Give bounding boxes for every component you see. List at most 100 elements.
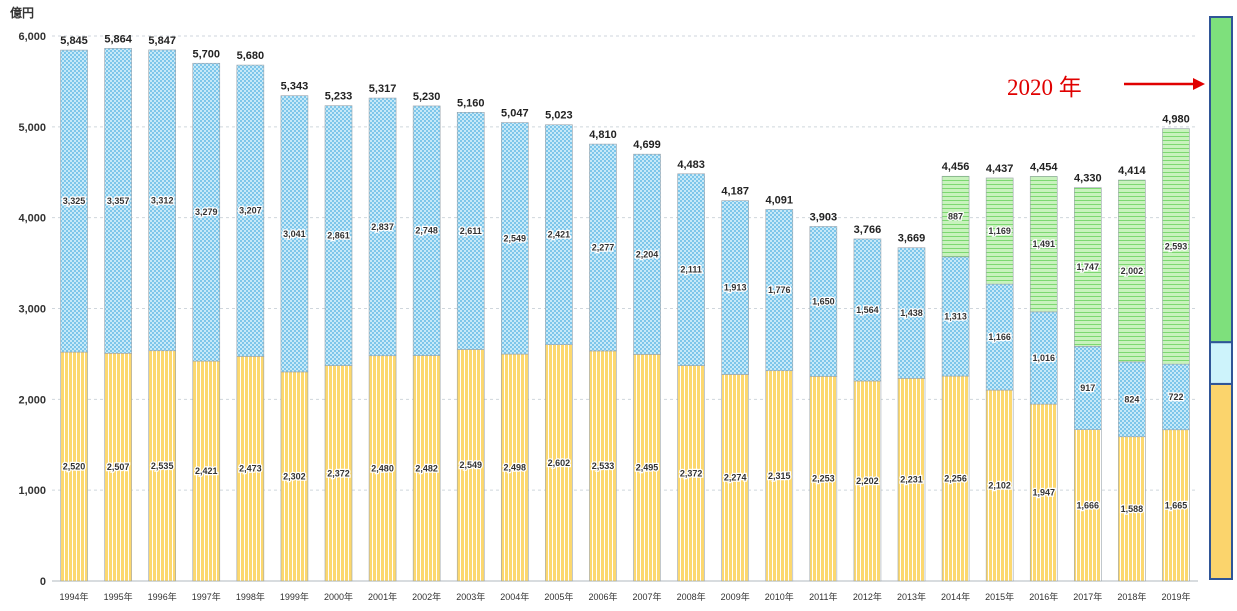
- x-tick-label: 2001年: [368, 591, 397, 602]
- x-tick-label: 1998年: [236, 591, 265, 602]
- grid-lines: [52, 35, 1198, 582]
- segment-value-label: 2,421: [195, 466, 218, 476]
- bar-segment-middle: [456, 112, 485, 350]
- x-tick-label: 2019年: [1161, 591, 1190, 602]
- segment-value-label: 2,372: [680, 468, 703, 478]
- segment-value-label: 2,593: [1165, 241, 1188, 251]
- segment-value-label: 2,611: [460, 226, 482, 236]
- x-tick-label: 2012年: [853, 591, 882, 602]
- bar-segment-middle: [236, 64, 265, 357]
- bar-segment-middle: [897, 247, 926, 379]
- total-value-label: 5,343: [281, 81, 309, 93]
- segment-value-label: 2,102: [988, 481, 1011, 491]
- total-value-label: 5,047: [501, 108, 529, 120]
- segment-value-label: 2,256: [944, 474, 967, 484]
- y-tick-label: 2,000: [18, 394, 46, 406]
- bar-segment-middle: [853, 238, 882, 382]
- segment-value-label: 2,748: [415, 226, 438, 236]
- x-tick-label: 2016年: [1029, 591, 1058, 602]
- total-value-label: 3,766: [854, 224, 882, 236]
- segment-value-label: 1,438: [900, 308, 923, 318]
- y-tick-label: 1,000: [18, 485, 46, 497]
- total-value-label: 5,160: [457, 97, 485, 109]
- bar-segment-middle: [765, 209, 794, 372]
- segment-value-label: 1,776: [768, 285, 791, 295]
- bar-segment-bottom: [721, 374, 749, 582]
- x-tick-label: 2006年: [588, 591, 617, 602]
- bar-segment-bottom: [897, 378, 926, 582]
- bar-segment-bottom: [456, 349, 485, 582]
- segment-value-label: 1,666: [1077, 500, 1100, 510]
- bar-segment-top: [1162, 128, 1190, 365]
- annotation-2020-label: 2020 年: [1007, 75, 1082, 100]
- total-value-label: 4,187: [721, 186, 749, 198]
- segment-value-label: 2,315: [768, 471, 791, 481]
- segment-value-label: 1,665: [1165, 500, 1188, 510]
- bar-segment-middle: [280, 95, 309, 373]
- segment-value-label: 3,325: [63, 196, 86, 206]
- total-value-label: 5,864: [104, 33, 132, 45]
- x-tick-label: 2017年: [1073, 591, 1102, 602]
- x-tick-label: 2010年: [765, 591, 794, 602]
- y-tick-label: 6,000: [18, 31, 46, 43]
- x-tick-label: 2009年: [721, 591, 750, 602]
- x-tick-label: 1995年: [104, 591, 133, 602]
- bar-segment-middle: [60, 49, 88, 353]
- bar-segment-bottom: [677, 365, 705, 582]
- bar-segment-middle: [368, 97, 397, 357]
- x-tick-label: 2013年: [897, 591, 926, 602]
- y-tick-label: 4,000: [18, 213, 46, 225]
- segment-value-label: 2,253: [812, 474, 835, 484]
- segment-value-label: 2,507: [107, 462, 130, 472]
- total-value-label: 4,414: [1118, 165, 1146, 177]
- total-value-label: 4,483: [677, 159, 705, 171]
- annotation-2020-bar: [1209, 16, 1233, 581]
- bar-segment-bottom: [633, 354, 661, 582]
- y-tick-label: 0: [40, 576, 46, 588]
- total-value-label: 5,680: [237, 50, 265, 62]
- bar-segment-top: [941, 175, 970, 258]
- segment-value-label: 2,520: [63, 462, 86, 472]
- bar-segment-middle: [589, 143, 617, 352]
- segment-value-label: 3,041: [283, 229, 306, 239]
- segment-value-label: 2,473: [239, 464, 262, 474]
- segment-value-label: 1,016: [1032, 353, 1055, 363]
- segment-value-label: 2,602: [548, 458, 571, 468]
- segment-value-label: 722: [1168, 392, 1183, 402]
- segment-value-label: 2,498: [504, 463, 527, 473]
- segment-value-label: 1,166: [988, 332, 1011, 342]
- segment-value-label: 3,312: [151, 195, 174, 205]
- segment-value-label: 1,650: [812, 296, 835, 306]
- segment-value-label: 1,913: [724, 283, 747, 293]
- bar-segment-bottom: [192, 360, 221, 582]
- annotation-bar-segment: [1209, 16, 1233, 344]
- segment-value-label: 2,302: [283, 471, 306, 481]
- bar-segment-middle: [412, 105, 441, 356]
- x-tick-label: 2004年: [500, 591, 529, 602]
- bar-segment-bottom: [765, 370, 794, 582]
- total-value-label: 4,091: [766, 194, 794, 206]
- bar-segment-middle: [104, 48, 132, 354]
- x-tick-label: 1999年: [280, 591, 309, 602]
- segment-value-label: 2,549: [459, 460, 482, 470]
- bar-segment-middle: [1162, 363, 1190, 431]
- y-tick-label: 3,000: [18, 304, 46, 316]
- x-tick-label: 1996年: [148, 591, 177, 602]
- x-tick-label: 2005年: [544, 591, 573, 602]
- bar-segment-middle: [1029, 311, 1058, 405]
- segment-value-label: 824: [1124, 394, 1139, 404]
- segment-value-label: 2,861: [327, 231, 350, 241]
- total-value-label: 5,023: [545, 110, 573, 122]
- segment-value-label: 2,480: [371, 463, 394, 473]
- bar-segment-bottom: [412, 355, 441, 582]
- bar-segment-bottom: [501, 353, 529, 582]
- bar-segment-top: [1118, 179, 1146, 363]
- total-value-label: 5,847: [148, 35, 176, 47]
- total-value-label: 5,233: [325, 91, 353, 103]
- bar-segment-bottom: [236, 356, 265, 582]
- x-axis-ticks: 1994年 1995年 1996年 1997年 1998年 1999年 2000年 2001年…: [60, 591, 1191, 602]
- x-tick-label: 1997年: [192, 591, 221, 602]
- bar-segment-bottom: [368, 355, 397, 582]
- bar-segment-bottom: [589, 350, 617, 582]
